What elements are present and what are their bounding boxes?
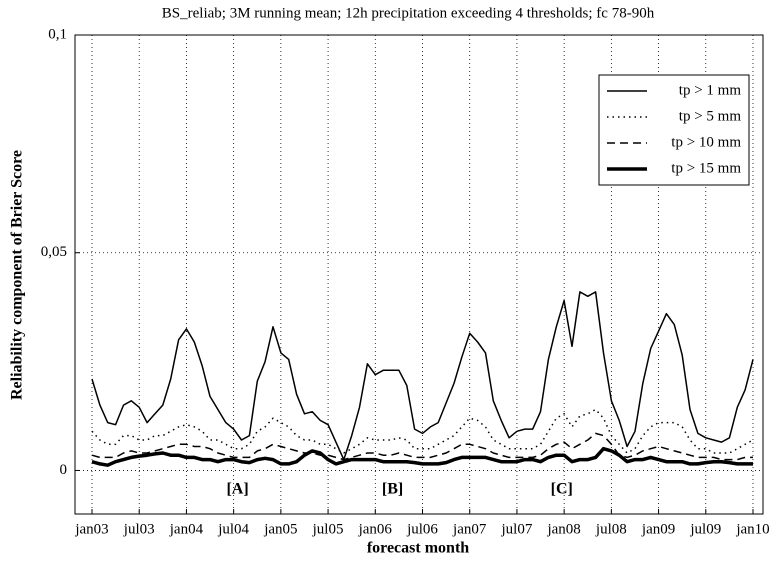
x-tick-label: jul05 — [312, 521, 344, 537]
x-tick-label: jul09 — [689, 521, 721, 537]
x-tick-label: jul08 — [595, 521, 627, 537]
data-line — [91, 408, 754, 454]
x-tick-label: jan04 — [169, 521, 204, 537]
annotation: [A] — [226, 481, 248, 498]
legend-label: tp > 1 mm — [679, 82, 742, 98]
data-line — [91, 291, 754, 461]
y-tick-label: 0,1 — [48, 26, 67, 42]
chart-title: BS_reliab; 3M running mean; 12h precipit… — [162, 5, 655, 21]
x-tick-label: jan08 — [546, 521, 580, 537]
annotation: [B] — [382, 481, 403, 498]
y-tick-label: 0 — [60, 462, 68, 478]
plot-frame — [74, 34, 764, 515]
x-axis-label: forecast month — [367, 540, 469, 557]
x-tick-label: jan07 — [452, 521, 487, 537]
x-tick-label: jul04 — [217, 521, 249, 537]
x-tick-label: jan03 — [74, 521, 108, 537]
data-line — [91, 446, 753, 467]
data-line — [91, 432, 753, 461]
x-tick-label: jan05 — [263, 521, 297, 537]
x-tick-label: jul03 — [123, 521, 155, 537]
legend-box — [598, 74, 750, 186]
x-tick-label: jan06 — [358, 521, 393, 537]
y-axis-label: Reliability component of Brier Score — [9, 150, 26, 400]
legend-label: tp > 15 mm — [671, 160, 741, 176]
legend-label: tp > 10 mm — [671, 134, 741, 150]
x-tick-label: jul06 — [406, 521, 438, 537]
x-tick-label: jul07 — [501, 521, 533, 537]
annotation: [C] — [551, 481, 573, 498]
y-tick-label: 0,05 — [41, 244, 67, 260]
x-tick-label: jan10 — [735, 521, 769, 537]
legend-label: tp > 5 mm — [679, 108, 742, 124]
x-tick-label: jan09 — [641, 521, 675, 537]
